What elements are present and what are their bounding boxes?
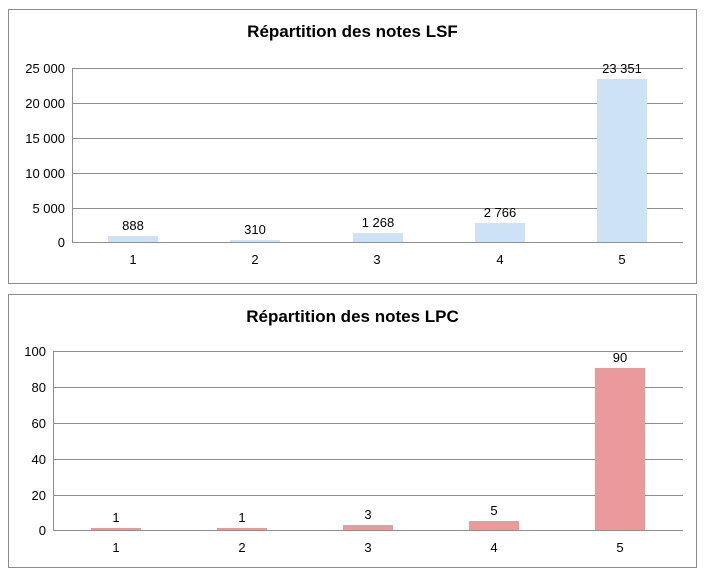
y-axis-line [53, 351, 54, 531]
x-tick-label: 1 [112, 540, 120, 555]
plot-area-lsf: 0 5 000 10 000 15 000 20 000 25 000 888 310 1 26… [25, 61, 683, 267]
y-tick-label: 40 [31, 452, 46, 467]
gridline [72, 173, 683, 174]
x-tick-label: 2 [238, 540, 246, 555]
x-axis-line [72, 242, 683, 243]
plot-area-lpc: 0 20 40 60 80 100 1 1 3 5 90 1 2 3 4 5 [24, 344, 683, 555]
bar [217, 528, 267, 530]
gridline [53, 459, 683, 460]
bar [108, 236, 158, 242]
bar [343, 525, 393, 530]
gridline [72, 103, 683, 104]
x-tick-label: 2 [251, 252, 259, 267]
y-tick-label: 0 [57, 235, 65, 250]
bar-value-label: 1 268 [361, 215, 395, 230]
bar-value-label: 310 [244, 222, 266, 237]
x-tick-label: 4 [490, 540, 498, 555]
x-tick-label: 1 [129, 252, 137, 267]
y-tick-label: 0 [38, 523, 46, 538]
bar [595, 368, 645, 530]
bar [91, 528, 141, 530]
bar-value-label: 3 [364, 507, 372, 522]
chart-title-lpc: Répartition des notes LPC [246, 307, 459, 326]
y-tick-label: 10 000 [25, 166, 65, 181]
bar [469, 521, 519, 530]
gridline [72, 138, 683, 139]
gridline [72, 208, 683, 209]
bar-value-label: 23 351 [602, 61, 642, 76]
bar [230, 240, 280, 242]
x-tick-label: 3 [373, 252, 381, 267]
y-tick-label: 80 [31, 380, 46, 395]
bar-value-label: 2 766 [483, 205, 517, 220]
y-tick-label: 5 000 [32, 201, 65, 216]
gridline [53, 351, 683, 352]
gridline [53, 495, 683, 496]
x-tick-label: 4 [496, 252, 504, 267]
x-tick-label: 5 [616, 540, 624, 555]
x-axis-line [53, 530, 683, 531]
y-tick-label: 20 [31, 488, 46, 503]
y-tick-label: 20 000 [25, 96, 65, 111]
chart-title-lsf: Répartition des notes LSF [247, 22, 458, 41]
bar-value-label: 5 [490, 503, 498, 518]
bar [597, 79, 647, 242]
gridline [53, 387, 683, 388]
x-tick-label: 3 [364, 540, 372, 555]
bar-value-label: 1 [112, 510, 120, 525]
bar [475, 223, 525, 242]
y-tick-label: 100 [24, 344, 46, 359]
y-tick-label: 15 000 [25, 131, 65, 146]
chart-panel-lpc: Répartition des notes LPC 0 20 40 60 80 100 1 1… [8, 294, 697, 568]
y-tick-label: 60 [31, 416, 46, 431]
gridline [53, 423, 683, 424]
x-tick-label: 5 [618, 252, 626, 267]
bar-value-label: 90 [612, 350, 628, 365]
bar-value-label: 1 [238, 510, 246, 525]
y-tick-label: 25 000 [25, 61, 65, 76]
bar-value-label: 888 [122, 218, 144, 233]
y-axis-line [72, 68, 73, 243]
gridline [72, 68, 683, 69]
bar [353, 233, 403, 242]
